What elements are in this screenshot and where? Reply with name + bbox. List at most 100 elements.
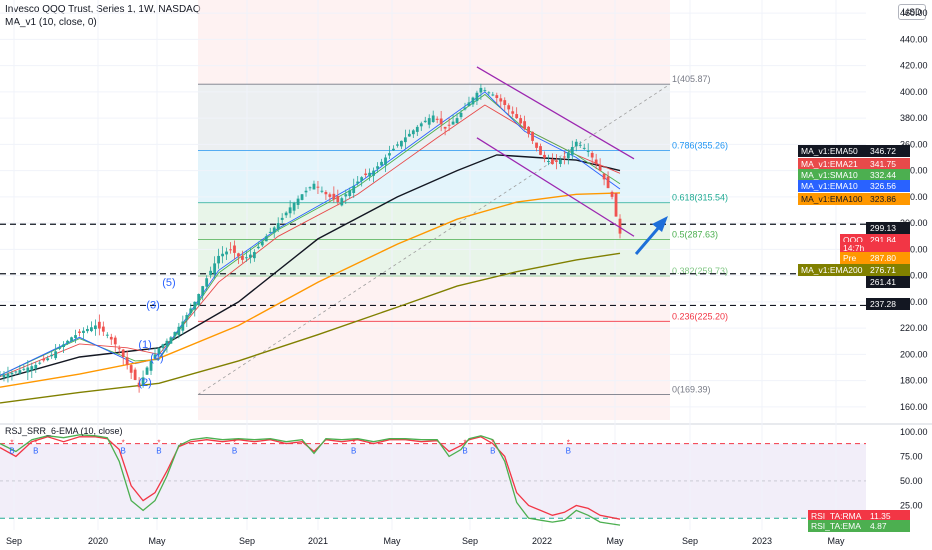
candle-body — [133, 369, 137, 380]
rsi-signal-label: B — [232, 446, 237, 455]
candle-body — [483, 90, 487, 92]
candle-body — [523, 121, 527, 129]
price-tag-name: MA_v1:EMA200 — [801, 265, 863, 275]
candle-body — [97, 321, 101, 329]
rsi-signal-mark: * — [10, 438, 13, 447]
candle-body — [380, 161, 383, 166]
price-tag: Pre 287.80 — [840, 252, 910, 264]
y-tick-label: 400.00 — [900, 87, 928, 97]
rsi-signal-label: B — [121, 446, 126, 455]
rsi-y-tick-label: 50.00 — [900, 476, 923, 486]
rsi-panel-label: RSJ_SRR_6-EMA (10, close) — [5, 426, 123, 436]
candle-body — [547, 161, 550, 162]
rsi-signal-label: B — [566, 446, 571, 455]
x-tick-label: Sep — [682, 536, 698, 546]
rsi-signal-mark: * — [463, 438, 466, 447]
price-tag-value: 287.80 — [870, 253, 896, 263]
candle-body — [276, 223, 280, 230]
candle-body — [197, 294, 201, 306]
x-tick-label: 2021 — [308, 536, 328, 546]
rsi-signal-label: B — [9, 446, 14, 455]
price-tag-value-bg — [866, 158, 910, 170]
price-tag: MA_v1:SMA10 332.44 — [798, 169, 910, 181]
candle-body — [292, 203, 296, 211]
y-tick-label: 380.00 — [900, 113, 928, 123]
rsi-signal-mark: * — [122, 438, 125, 447]
candle-body — [403, 137, 407, 143]
candle-body — [316, 186, 320, 188]
candle-body — [388, 153, 391, 156]
y-tick-label: 460.00 — [900, 8, 928, 18]
price-tag-value-bg — [866, 242, 910, 254]
candle-body — [467, 102, 471, 107]
price-tag-name: 14:7h — [843, 243, 865, 253]
candle-body — [117, 348, 121, 350]
currency-button[interactable]: USD — [898, 4, 926, 20]
candle-body — [499, 98, 503, 102]
moving-average-line — [0, 252, 621, 404]
candle-body — [280, 217, 284, 220]
candle-body — [551, 159, 554, 165]
candle-body — [570, 147, 574, 155]
x-tick-label: 2023 — [752, 536, 772, 546]
candle-body — [272, 227, 276, 233]
candle-body — [38, 362, 42, 364]
candle-body — [288, 207, 292, 214]
candle-body — [213, 263, 217, 274]
y-tick-label: 360.00 — [900, 139, 928, 149]
candle-body — [614, 192, 618, 217]
price-tag-value-bg — [866, 298, 910, 310]
rsi-signal-mark: * — [157, 438, 160, 447]
chart-title: Invesco QQQ Trust, Series 1, 1W, NASDAQ — [5, 4, 201, 15]
moving-average-line — [0, 192, 621, 388]
candle-body — [578, 144, 582, 146]
candle-body — [574, 141, 578, 147]
projection-arrow-head — [652, 216, 668, 232]
price-tag-value: 341.75 — [870, 159, 896, 169]
candle-body — [407, 133, 411, 137]
candle-body — [78, 331, 81, 333]
candle-body — [400, 140, 403, 147]
candle-body — [356, 181, 360, 184]
x-tick-label: May — [383, 536, 401, 546]
candle-body — [320, 190, 324, 192]
candle-body — [229, 249, 232, 251]
fib-label: 0(169.39) — [672, 385, 711, 395]
candle-body — [268, 231, 272, 233]
candle-body — [304, 190, 308, 193]
price-tag-name-bg — [840, 242, 866, 254]
indicator-label[interactable]: MA_v1 (10, close, 0) — [5, 17, 97, 28]
candle-body — [423, 120, 427, 123]
candle-body — [515, 114, 519, 119]
price-tag-value-bg — [866, 510, 910, 522]
candle-body — [30, 366, 34, 371]
candle-body — [527, 126, 530, 134]
candle-body — [582, 147, 586, 149]
x-tick-label: May — [606, 536, 624, 546]
price-tag: 14:7h — [840, 242, 910, 254]
candle-body — [368, 172, 372, 177]
price-tag-value: 346.72 — [870, 146, 896, 156]
price-tag-name: MA_v1:SMA10 — [801, 170, 858, 180]
price-tag-name-bg — [798, 158, 866, 170]
price-tag-name: Pre — [843, 253, 857, 263]
price-tag-name-bg — [840, 252, 866, 264]
candle-body — [256, 246, 260, 249]
price-tag-value-bg — [866, 252, 910, 264]
price-tag-value: 323.86 — [870, 194, 896, 204]
candle-body — [205, 278, 209, 287]
candle-body — [332, 193, 336, 200]
candle-body — [193, 301, 197, 310]
candle-body — [109, 336, 113, 340]
candle-body — [113, 337, 117, 345]
candle-body — [46, 358, 50, 361]
x-tick-label: May — [827, 536, 845, 546]
x-tick-label: 2020 — [88, 536, 108, 546]
price-tag-value: 291.84 — [870, 235, 896, 245]
candle-body — [90, 327, 93, 332]
candle-body — [535, 142, 538, 148]
channel-line — [476, 66, 635, 160]
candle-body — [62, 344, 65, 348]
y-tick-label: 260.00 — [900, 271, 928, 281]
